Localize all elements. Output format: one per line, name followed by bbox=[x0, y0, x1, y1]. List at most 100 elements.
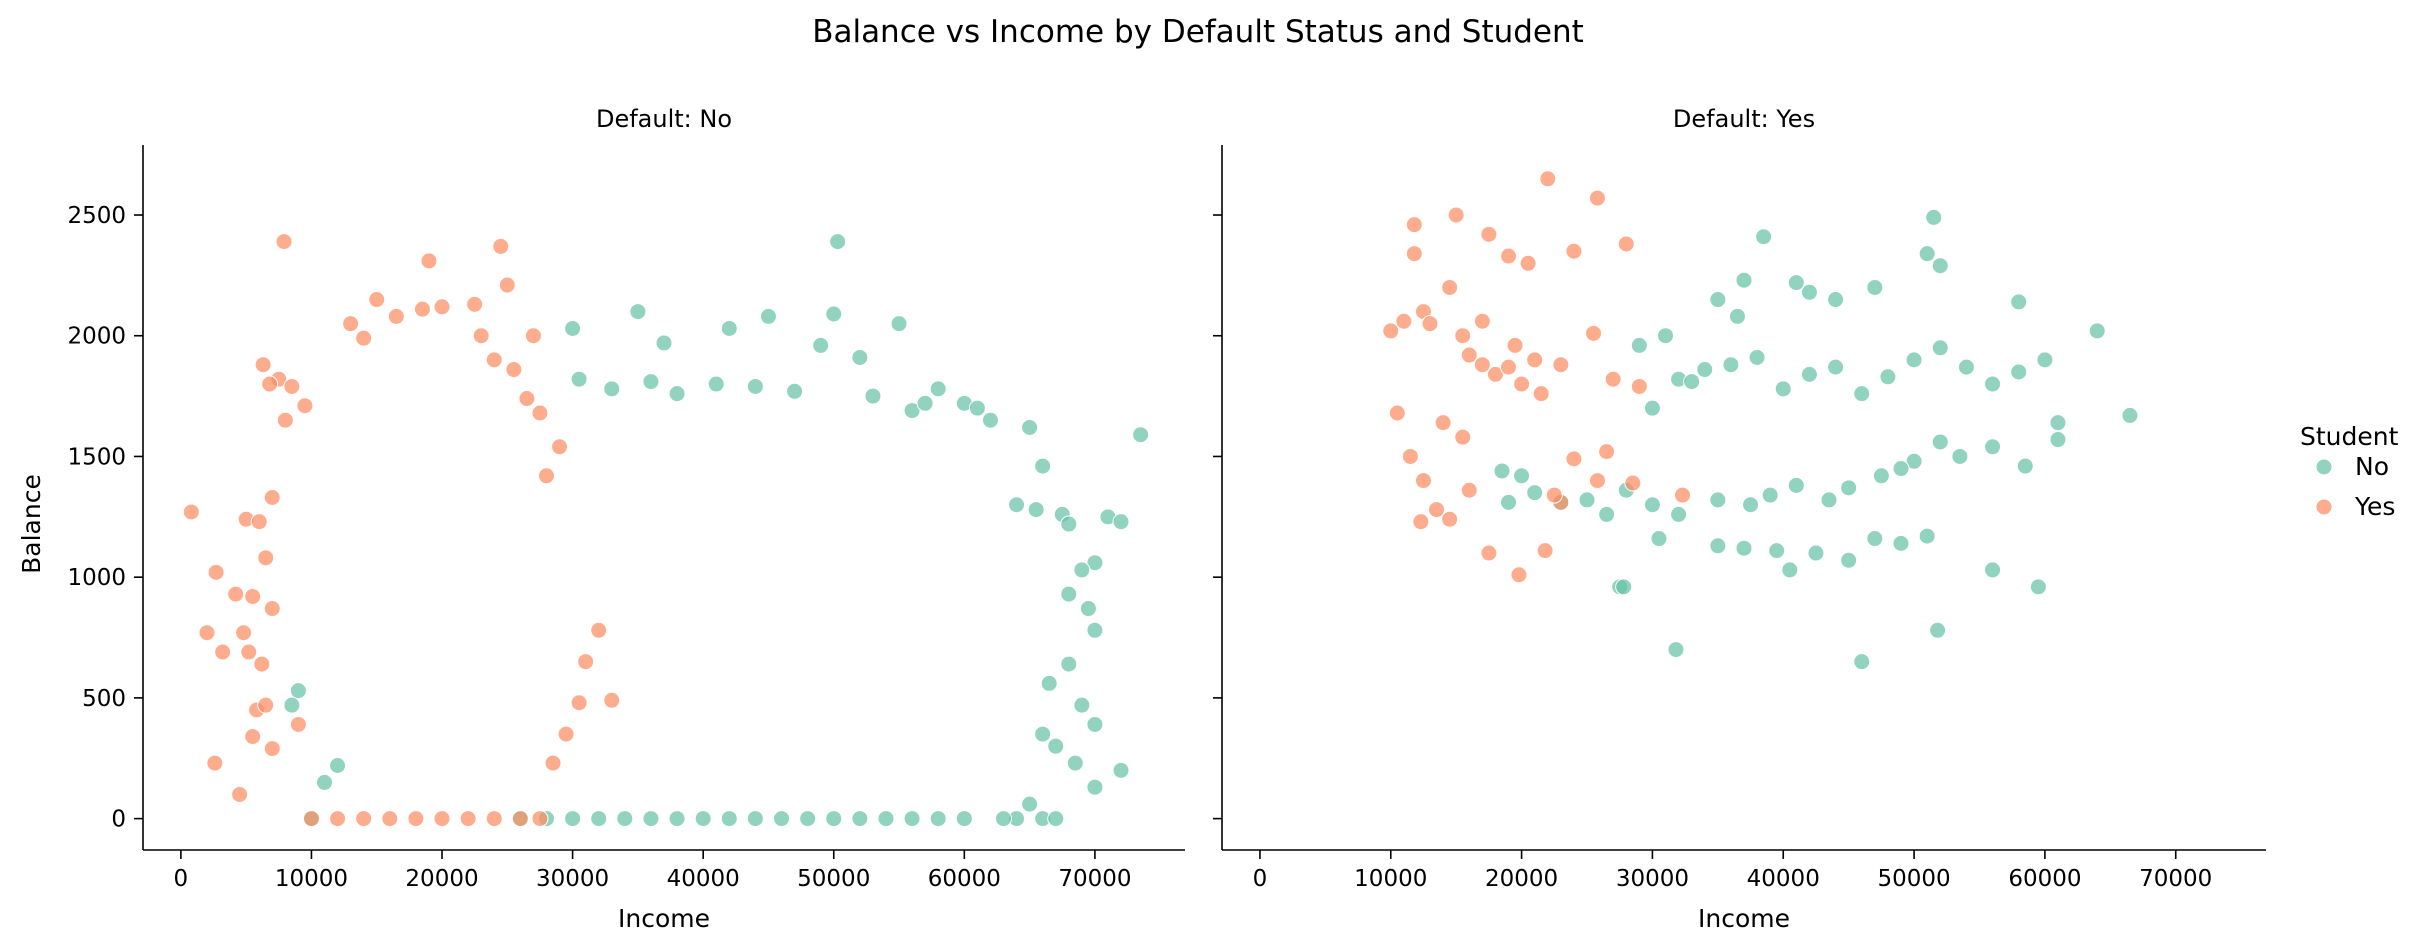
series-no bbox=[1493, 208, 2139, 671]
data-point bbox=[1866, 278, 1884, 296]
data-point bbox=[1027, 501, 1045, 519]
data-point bbox=[1598, 505, 1616, 523]
data-point bbox=[1545, 486, 1563, 504]
x-tick-label: 60000 bbox=[928, 866, 1001, 892]
data-point bbox=[590, 810, 608, 828]
data-point bbox=[1709, 291, 1727, 309]
data-point bbox=[1421, 315, 1439, 333]
data-point bbox=[1807, 544, 1825, 562]
data-point bbox=[1787, 274, 1805, 292]
data-point bbox=[557, 725, 575, 743]
data-point bbox=[263, 600, 281, 618]
data-point bbox=[799, 810, 817, 828]
data-point bbox=[903, 810, 921, 828]
data-point bbox=[1617, 235, 1635, 253]
data-point bbox=[1060, 655, 1078, 673]
data-point bbox=[1827, 358, 1845, 376]
data-point bbox=[1412, 513, 1430, 531]
data-point bbox=[1931, 433, 1949, 451]
data-point bbox=[524, 327, 542, 345]
data-point bbox=[2016, 457, 2034, 475]
data-point bbox=[1460, 346, 1478, 364]
data-point bbox=[1892, 534, 1910, 552]
data-point bbox=[629, 303, 647, 321]
data-point bbox=[570, 694, 588, 712]
data-point bbox=[994, 810, 1012, 828]
data-point bbox=[1021, 795, 1039, 813]
data-point bbox=[207, 563, 225, 581]
data-point bbox=[981, 411, 999, 429]
x-tick-label: 70000 bbox=[1058, 866, 1131, 892]
data-point bbox=[492, 237, 510, 255]
data-point bbox=[551, 438, 569, 456]
data-point bbox=[668, 385, 686, 403]
data-point bbox=[1552, 356, 1570, 374]
data-point bbox=[1827, 291, 1845, 309]
x-tick-label: 40000 bbox=[667, 866, 740, 892]
data-point bbox=[1434, 414, 1452, 432]
data-point bbox=[1500, 493, 1518, 511]
data-point bbox=[329, 756, 347, 774]
data-point bbox=[329, 810, 347, 828]
data-point bbox=[1905, 351, 1923, 369]
data-point bbox=[851, 810, 869, 828]
data-point bbox=[916, 394, 934, 412]
data-point bbox=[206, 754, 224, 772]
data-point bbox=[1787, 476, 1805, 494]
data-point bbox=[1879, 368, 1897, 386]
data-point bbox=[720, 319, 738, 337]
data-point bbox=[1657, 327, 1675, 345]
series-yes bbox=[1382, 170, 1692, 584]
data-point bbox=[1670, 505, 1688, 523]
data-point bbox=[1931, 257, 1949, 275]
data-point bbox=[890, 315, 908, 333]
data-point bbox=[1696, 361, 1714, 379]
data-point bbox=[227, 585, 245, 603]
data-point bbox=[381, 810, 399, 828]
data-point bbox=[1112, 513, 1130, 531]
x-tick-label: 70000 bbox=[2139, 866, 2212, 892]
y-axis-label: Balance bbox=[17, 474, 46, 574]
data-point bbox=[903, 402, 921, 420]
x-tick-label: 20000 bbox=[405, 866, 478, 892]
data-point bbox=[1735, 271, 1753, 289]
y-tick-label: 2000 bbox=[67, 324, 126, 350]
data-point bbox=[746, 377, 764, 395]
data-point bbox=[603, 691, 621, 709]
data-point bbox=[1405, 245, 1423, 263]
data-point bbox=[1060, 585, 1078, 603]
data-point bbox=[1598, 443, 1616, 461]
data-point bbox=[668, 810, 686, 828]
data-point bbox=[296, 397, 314, 415]
data-point bbox=[1513, 467, 1531, 485]
panel-title: Default: Yes bbox=[1673, 105, 1815, 133]
y-tick-label: 500 bbox=[82, 686, 126, 712]
data-point bbox=[1480, 225, 1498, 243]
data-point bbox=[1454, 327, 1472, 345]
data-point bbox=[1957, 358, 1975, 376]
data-point bbox=[1984, 561, 2002, 579]
data-point bbox=[342, 315, 360, 333]
series-no bbox=[283, 233, 1150, 828]
data-point bbox=[231, 785, 249, 803]
data-point bbox=[564, 319, 582, 337]
data-point bbox=[1984, 438, 2002, 456]
data-point bbox=[1872, 467, 1890, 485]
data-point bbox=[244, 587, 262, 605]
data-point bbox=[590, 621, 608, 639]
data-point bbox=[851, 348, 869, 366]
data-point bbox=[1441, 278, 1459, 296]
data-point bbox=[1722, 356, 1740, 374]
data-point bbox=[1086, 778, 1104, 796]
data-point bbox=[1683, 373, 1701, 391]
data-point bbox=[1624, 474, 1642, 492]
data-point bbox=[485, 810, 503, 828]
data-point bbox=[368, 291, 386, 309]
data-point bbox=[505, 361, 523, 379]
data-point bbox=[253, 655, 271, 673]
data-point bbox=[1643, 496, 1661, 514]
data-point bbox=[1510, 566, 1528, 584]
data-point bbox=[466, 295, 484, 313]
x-tick-label: 50000 bbox=[1877, 866, 1950, 892]
data-point bbox=[387, 307, 405, 325]
